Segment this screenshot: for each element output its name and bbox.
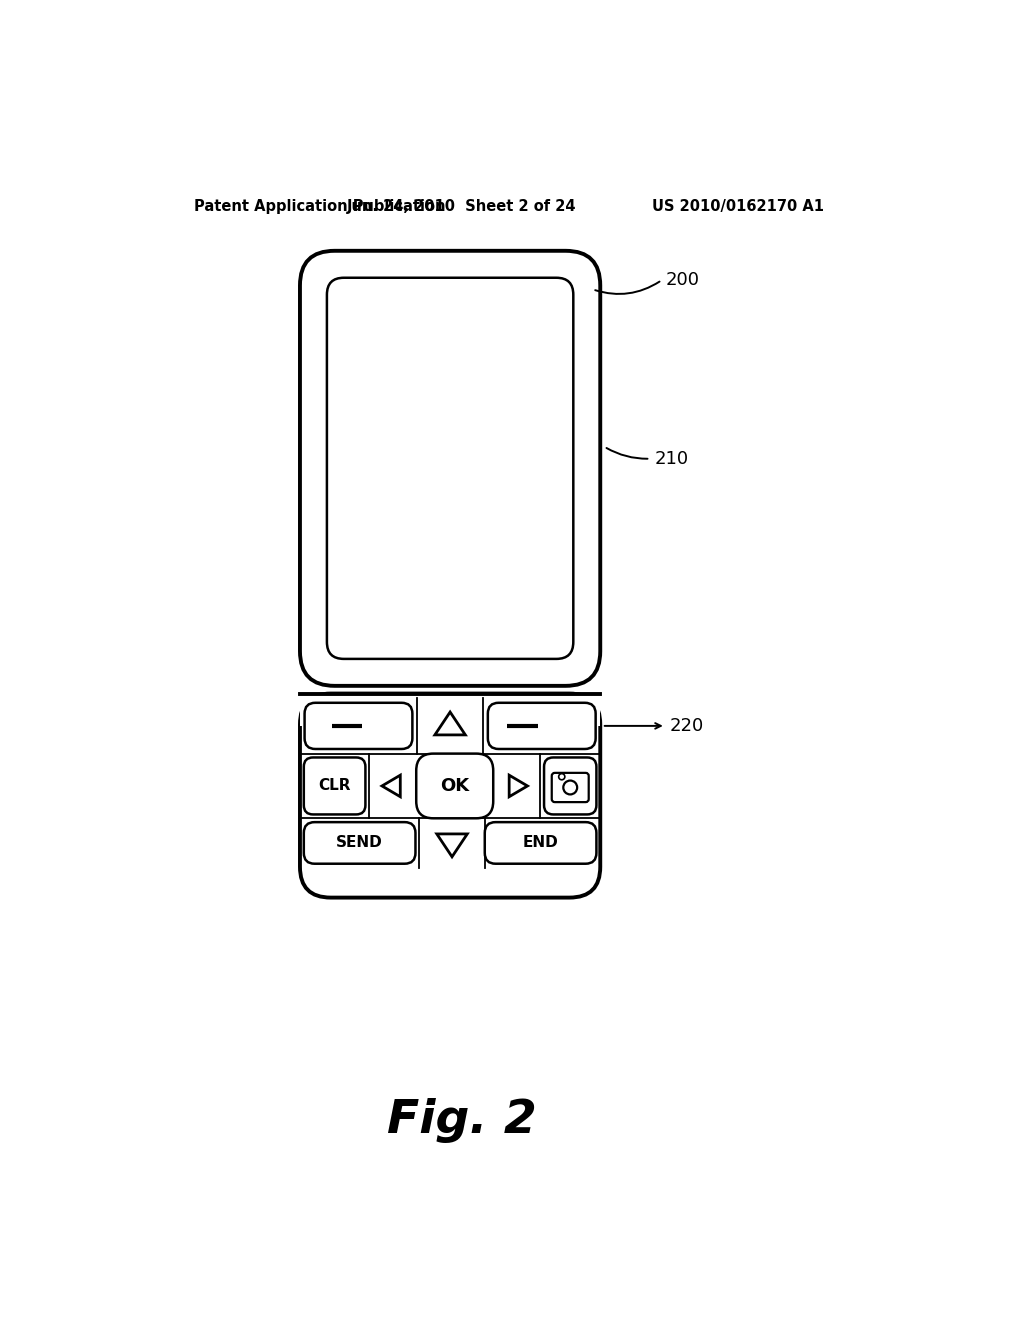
FancyBboxPatch shape (544, 758, 596, 814)
FancyBboxPatch shape (300, 251, 600, 686)
FancyBboxPatch shape (552, 774, 589, 803)
Circle shape (563, 780, 578, 795)
FancyBboxPatch shape (304, 702, 413, 748)
Text: SEND: SEND (336, 836, 383, 850)
Text: OK: OK (440, 777, 469, 795)
FancyBboxPatch shape (304, 758, 366, 814)
Text: CLR: CLR (318, 779, 351, 793)
FancyBboxPatch shape (484, 822, 596, 863)
FancyBboxPatch shape (304, 822, 416, 863)
FancyBboxPatch shape (327, 277, 573, 659)
FancyBboxPatch shape (300, 693, 600, 898)
Text: Patent Application Publication: Patent Application Publication (194, 198, 445, 214)
Text: US 2010/0162170 A1: US 2010/0162170 A1 (651, 198, 823, 214)
Text: Jun. 24, 2010  Sheet 2 of 24: Jun. 24, 2010 Sheet 2 of 24 (347, 198, 577, 214)
Text: 200: 200 (666, 271, 699, 289)
Circle shape (559, 774, 565, 780)
Bar (300, 693, 600, 726)
FancyBboxPatch shape (487, 702, 596, 748)
Text: 210: 210 (654, 450, 688, 467)
Text: 220: 220 (670, 717, 703, 735)
Text: Fig. 2: Fig. 2 (387, 1098, 537, 1143)
Text: END: END (522, 836, 558, 850)
FancyBboxPatch shape (416, 754, 494, 818)
